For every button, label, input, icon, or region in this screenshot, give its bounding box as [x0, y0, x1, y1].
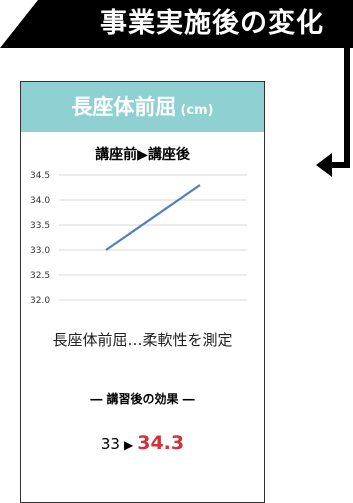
banner-title: 事業実施後の変化 — [78, 6, 346, 42]
result-before: 33 — [101, 435, 120, 453]
card-title: 長座体前屈 — [71, 95, 176, 119]
y-tick-label: 33.5 — [30, 221, 50, 231]
line-chart: 34.5 34.0 33.5 33.0 32.5 32.0 — [21, 167, 264, 312]
chart-caption: 長座体前屈…柔軟性を測定 — [31, 328, 254, 352]
result-values: 33 ▶ 34.3 — [21, 432, 264, 454]
connector-line-vertical — [344, 48, 350, 168]
series-line — [106, 185, 200, 250]
result-arrow-icon: ▶ — [124, 438, 133, 452]
card-header: 長座体前屈 (cm) — [21, 82, 264, 132]
effect-heading: ― 講習後の効果 ― — [21, 390, 264, 407]
connector-line-horizontal — [330, 162, 350, 168]
y-tick-label: 34.5 — [30, 171, 50, 181]
y-tick-label: 32.5 — [30, 271, 50, 281]
card-unit: (cm) — [180, 103, 213, 118]
y-tick-label: 33.0 — [30, 246, 50, 256]
chart-title: 講座前▶講座後 — [21, 144, 264, 164]
y-tick-label: 32.0 — [30, 296, 50, 306]
arrow-left-icon — [316, 153, 332, 177]
banner-slant — [0, 0, 38, 48]
result-after: 34.3 — [137, 432, 184, 454]
result-card: 長座体前屈 (cm) 講座前▶講座後 34.5 34.0 33.5 33.0 32.5 32… — [20, 81, 265, 503]
y-tick-label: 34.0 — [30, 196, 50, 206]
